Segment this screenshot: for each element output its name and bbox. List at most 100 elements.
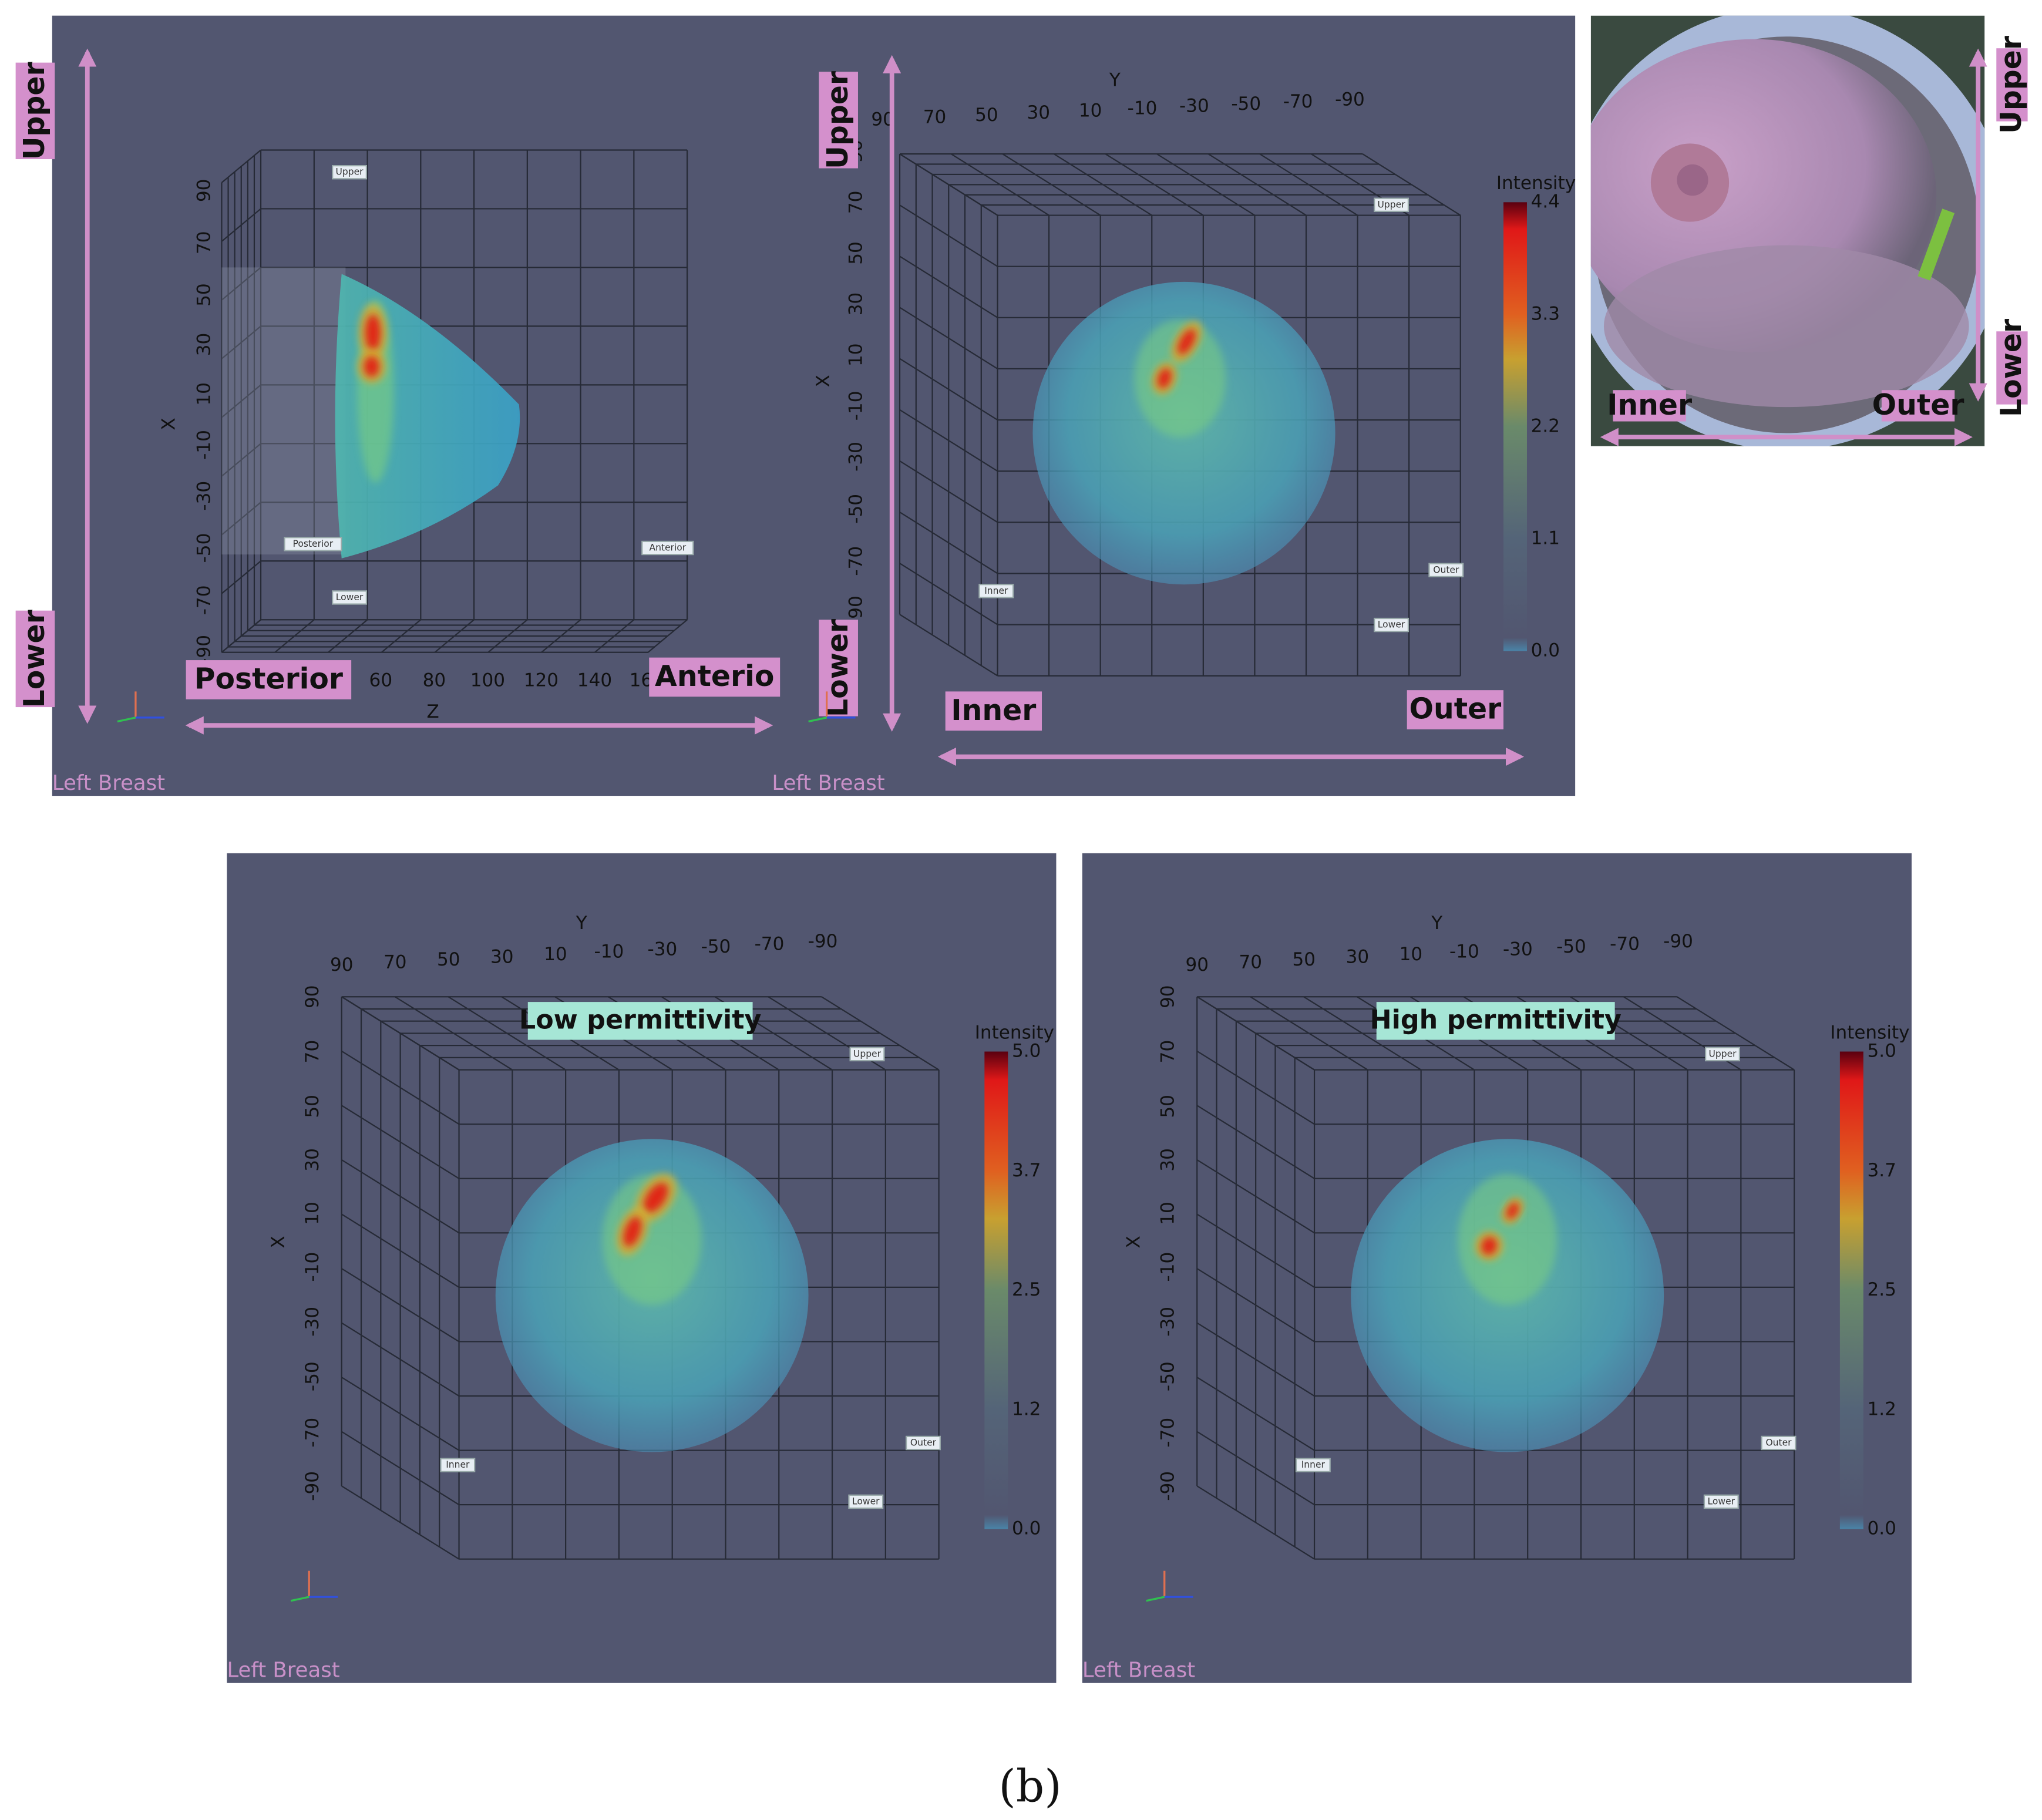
x-tick-label: -10 <box>302 1252 323 1282</box>
marker-box <box>1705 1047 1740 1062</box>
x-tick-label: -70 <box>1157 1418 1178 1448</box>
y-tick-label: -70 <box>1283 91 1313 112</box>
y-tick-label: 90 <box>330 954 354 975</box>
x-tick-label: 10 <box>302 1202 323 1225</box>
side-label-box <box>186 660 352 699</box>
side-label-text: Posterior <box>194 662 343 696</box>
colorbar-tick-label: 0.0 <box>1867 1518 1896 1539</box>
marker-label: Inner <box>1301 1459 1326 1470</box>
axis-title: X <box>268 1236 289 1248</box>
x-tick-label: 10 <box>194 382 215 406</box>
side-label-text: Outer <box>1409 692 1501 726</box>
y-tick-label: -50 <box>1231 93 1261 115</box>
marker-label: Posterior <box>293 539 334 549</box>
caption: (b) <box>998 1760 1061 1812</box>
y-tick-label: 10 <box>1400 944 1423 965</box>
glow <box>1134 319 1226 438</box>
x-tick-label: 30 <box>846 292 867 316</box>
axis-title: Y <box>1109 70 1121 91</box>
colorbar-title: Intensity <box>1830 1022 1909 1043</box>
y-tick-label: -10 <box>594 941 624 963</box>
hotspot <box>1506 1202 1519 1219</box>
y-tick-label: -90 <box>1335 89 1365 110</box>
side-label: Anterio <box>649 657 781 697</box>
x-tick-label: -30 <box>302 1307 323 1337</box>
y-tick-label: -90 <box>1663 931 1693 952</box>
marker-label: Outer <box>1765 1437 1792 1448</box>
marker-box <box>284 537 342 551</box>
x-tick-label: -10 <box>846 391 867 420</box>
y-tick-label: -50 <box>1556 936 1586 957</box>
marker-box <box>906 1435 941 1451</box>
side-label-text: Inner <box>1607 388 1692 422</box>
axis-title: Z <box>426 701 439 722</box>
marker-label: Lower <box>336 592 364 603</box>
footer: Left Breast <box>52 771 165 795</box>
x-tick-label: -50 <box>302 1361 323 1391</box>
side-label: Outer <box>1872 388 1964 422</box>
side-label-box <box>819 620 858 716</box>
x-tick-label: -90 <box>302 1471 323 1501</box>
y-tick-label: 90 <box>1185 954 1209 975</box>
y-tick-label: 70 <box>923 107 947 128</box>
colorbar-tick-label: 2.2 <box>1531 415 1560 436</box>
side-label-box <box>1996 48 2028 122</box>
x-tick-label: -50 <box>846 494 867 524</box>
marker-box <box>332 590 368 605</box>
axis-title: Y <box>1431 913 1443 934</box>
side-label: Inner <box>945 691 1042 731</box>
colorbar-tick-label: 1.2 <box>1867 1398 1896 1419</box>
marker-box <box>440 1458 476 1472</box>
x-tick-label: -90 <box>1157 1471 1178 1501</box>
y-tick-label: 70 <box>383 951 407 973</box>
marker-label: Outer <box>1433 564 1459 575</box>
x-tick-label: 70 <box>1157 1040 1178 1064</box>
shadow-plane <box>221 267 346 555</box>
z-tick-label: 100 <box>470 670 505 691</box>
photo <box>1590 15 1985 446</box>
axis-title: X <box>813 375 834 387</box>
y-tick-label: -50 <box>701 936 731 957</box>
y-tick-label: -10 <box>1128 97 1158 119</box>
footer: Left Breast <box>772 771 884 795</box>
colorbar <box>1503 202 1527 651</box>
z-tick-label: 140 <box>577 670 612 691</box>
y-tick-label: -30 <box>648 938 678 960</box>
colorbar-tick-label: 0.0 <box>1531 640 1560 661</box>
side-label-box <box>1613 390 1686 422</box>
marker-label: Inner <box>984 586 1008 596</box>
marker-label: Anterior <box>649 543 686 553</box>
marker-box <box>332 165 368 180</box>
colorbar-tick-label: 3.7 <box>1867 1160 1896 1181</box>
side-label: Upper <box>1994 36 2028 134</box>
side-label: Upper <box>15 62 55 160</box>
marker-box <box>1428 563 1464 578</box>
marker-label: Outer <box>910 1437 937 1448</box>
panel-title: High permittivity <box>1370 1005 1621 1035</box>
side-label: Inner <box>1607 388 1692 422</box>
x-tick-label: 10 <box>846 343 867 366</box>
colorbar-tick-label: 1.1 <box>1531 527 1560 549</box>
side-label-text: Outer <box>1872 388 1964 422</box>
y-tick-label: 10 <box>544 944 567 965</box>
nipple <box>1677 164 1708 196</box>
z-tick-label: 60 <box>369 670 393 691</box>
y-tick-label: 70 <box>1239 951 1263 973</box>
colorbar-tick-label: 4.4 <box>1531 191 1560 212</box>
x-tick-label: -10 <box>1157 1252 1178 1282</box>
side-label: Lower <box>15 610 55 708</box>
axis-title: Y <box>576 913 588 934</box>
side-label: Upper <box>819 71 858 169</box>
marker-label: Upper <box>336 167 364 177</box>
side-label-text: Upper <box>1994 36 2028 134</box>
side-label-text: Inner <box>951 694 1036 727</box>
side-label-box <box>1407 690 1504 729</box>
colorbar-tick-label: 2.5 <box>1012 1279 1041 1300</box>
y-tick-label: -70 <box>755 933 785 954</box>
marker-label: Lower <box>1378 620 1405 630</box>
x-tick-label: -90 <box>194 635 215 665</box>
panel-title: Low permittivity <box>519 1005 762 1035</box>
colorbar-title: Intensity <box>975 1022 1054 1043</box>
marker-box <box>1703 1494 1739 1509</box>
